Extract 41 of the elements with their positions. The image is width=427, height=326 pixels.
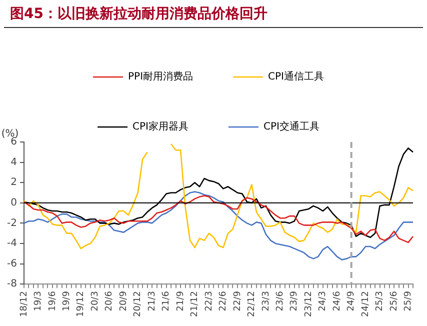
x-tick-label: 22/3 <box>204 291 214 312</box>
legend-label: CPI通信工具 <box>268 70 324 83</box>
y-tick-label: 2 <box>10 177 17 188</box>
x-tick-label: 21/9 <box>176 290 186 312</box>
x-tick-label: 22/9 <box>232 290 243 312</box>
x-tick-label: 21/12 <box>190 291 200 317</box>
x-tick-label: 19/12 <box>76 291 86 317</box>
legend-label: CPI家用器具 <box>132 120 189 133</box>
y-tick-label: 4 <box>10 156 17 168</box>
y-tick-label: -6 <box>6 258 17 270</box>
x-tick-label: 25/6 <box>389 290 400 312</box>
x-tick-label: 23/3 <box>261 291 272 312</box>
x-tick-label: 23/12 <box>304 291 314 317</box>
legend-label: PPI耐用消费品 <box>128 70 194 83</box>
x-tick-label: 21/6 <box>162 290 172 312</box>
chart-title: 图45：以旧换新拉动耐用消费品价格回升 <box>4 0 423 28</box>
x-tick-label: 19/3 <box>34 291 44 312</box>
x-tick-label: 19/6 <box>48 290 58 312</box>
x-tick-label: 22/12 <box>247 291 258 317</box>
y-tick-label: -8 <box>6 278 17 290</box>
x-tick-label: 24/6 <box>332 290 342 312</box>
x-tick-label: 25/9 <box>404 290 414 312</box>
x-tick-label: 23/6 <box>276 290 286 312</box>
x-tick-label: 24/12 <box>360 291 371 317</box>
legend-label: CPI交通工具 <box>264 120 320 133</box>
x-tick-label: 23/9 <box>290 290 300 312</box>
x-tick-label: 19/9 <box>62 290 72 312</box>
x-tick-label: 24/3 <box>318 291 328 312</box>
x-tick-label: 21/3 <box>147 291 158 312</box>
x-tick-label: 18/12 <box>19 291 30 317</box>
x-tick-label: 20/12 <box>133 291 144 317</box>
y-tick-label: 0 <box>10 197 17 208</box>
x-tick-label: 25/3 <box>375 291 386 312</box>
y-tick-label: 6 <box>10 136 17 148</box>
x-tick-label: 24/9 <box>346 290 357 312</box>
y-tick-label: -2 <box>6 218 17 229</box>
x-tick-label: 20/9 <box>118 290 129 312</box>
y-tick-label: -4 <box>6 238 17 250</box>
x-tick-label: 20/3 <box>90 291 100 312</box>
x-tick-label: 22/6 <box>218 290 229 312</box>
x-tick-label: 20/6 <box>104 290 115 312</box>
